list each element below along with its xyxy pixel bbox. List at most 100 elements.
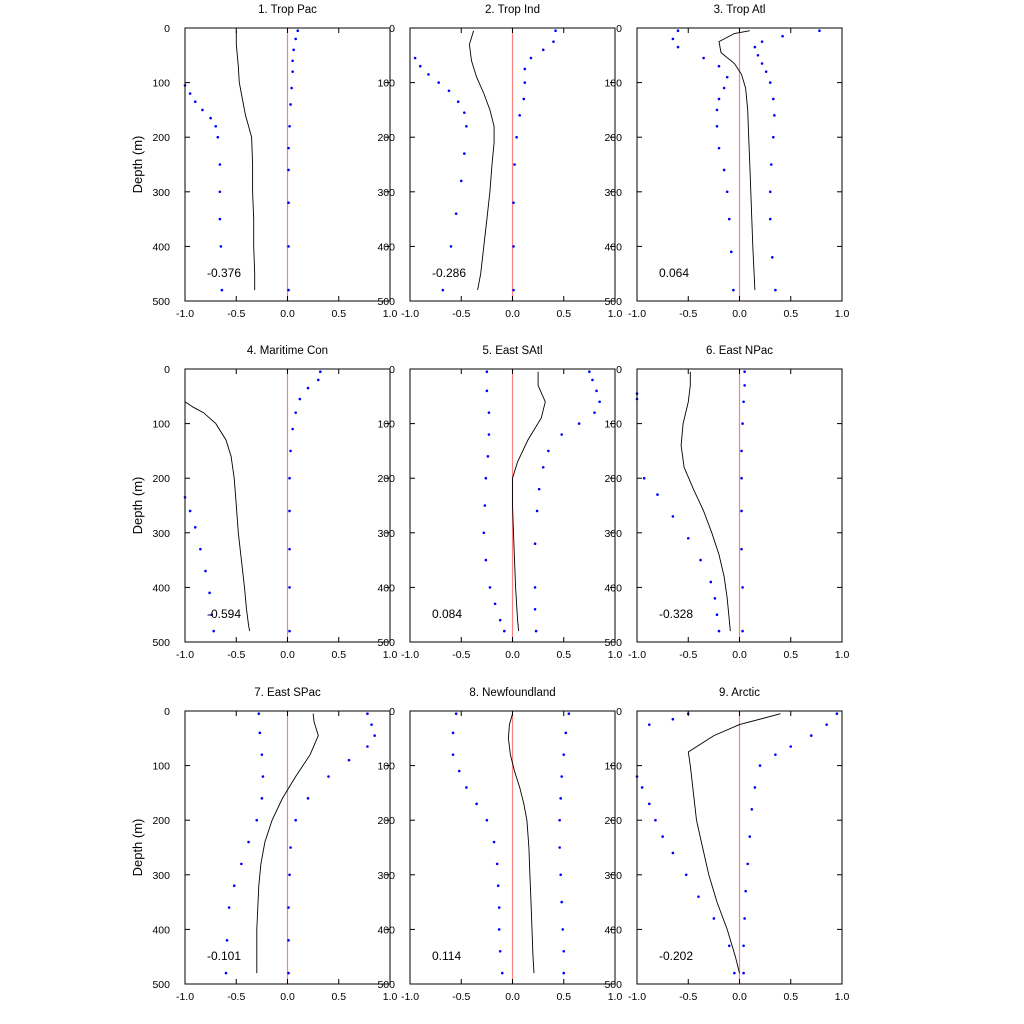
x-tick-label: 1.0: [383, 308, 398, 320]
upper-bound-point: [287, 201, 290, 205]
upper-bound-point: [306, 797, 310, 800]
lower-bound-point: [702, 56, 705, 60]
upper-bound-point: [753, 786, 757, 789]
correlation-value: 0.114: [432, 949, 461, 963]
lower-bound-point: [208, 591, 211, 595]
lower-bound-point: [725, 75, 729, 79]
upper-bound-point: [289, 449, 292, 453]
upper-bound-point: [743, 384, 746, 387]
panel-5: 5. East SAtl -1.0 -0.5 0.0 0.5 1.0 0 100 200 300 4…: [377, 345, 622, 661]
y-tick-label: 400: [604, 582, 622, 594]
upper-bound-point: [772, 97, 775, 101]
lower-bound-point: [642, 476, 646, 480]
lower-bound-point: [727, 944, 731, 948]
upper-bound-point: [818, 29, 821, 33]
y-tick-label: 500: [377, 296, 395, 308]
x-tick-label: 0.5: [331, 308, 346, 320]
x-tick-label: 1.0: [608, 649, 623, 661]
y-tick-label: 100: [152, 761, 170, 773]
upper-bound-point: [290, 86, 293, 90]
y-tick-label: 500: [152, 637, 170, 649]
lower-bound-point: [722, 86, 726, 90]
upper-bound-point: [537, 487, 541, 491]
panel-title: 4. Maritime Con: [247, 345, 328, 357]
lower-bound-point: [219, 245, 223, 248]
lower-bound-point: [483, 504, 487, 507]
upper-bound-point: [366, 745, 369, 748]
upper-bound-point: [373, 734, 376, 737]
lower-bound-point: [232, 884, 236, 888]
upper-bound-point: [741, 422, 744, 425]
upper-bound-point: [523, 81, 527, 84]
x-tick-label: 0.5: [783, 308, 798, 320]
lower-bound-point: [465, 124, 468, 128]
x-tick-label: 1.0: [835, 308, 850, 320]
panel-title: 1. Trop Pac: [258, 4, 317, 16]
lower-bound-point: [459, 179, 463, 183]
upper-bound-point: [288, 629, 291, 633]
y-tick-label: 0: [164, 706, 170, 718]
upper-bound-point: [809, 734, 813, 737]
y-tick-label: 500: [152, 979, 170, 991]
y-tick-label: 300: [604, 528, 622, 540]
x-tick-label: 0.0: [732, 991, 747, 1003]
upper-bound-point: [523, 67, 527, 71]
x-tick-label: -1.0: [176, 991, 194, 1003]
upper-bound-point: [595, 389, 598, 393]
lower-bound-point: [210, 613, 213, 616]
upper-bound-point: [554, 29, 557, 33]
lower-bound-point: [684, 873, 688, 877]
lower-bound-point: [488, 586, 492, 589]
upper-bound-point: [306, 386, 310, 390]
panel-7: 7. East SPac -1.0 -0.5 0.0 0.5 1.0 0 100 200 300 4…: [130, 687, 397, 1003]
lower-bound-point: [218, 217, 222, 221]
y-tick-label: 200: [604, 815, 622, 827]
lower-bound-point: [456, 100, 460, 104]
lower-bound-point: [484, 476, 488, 480]
lower-bound-point: [500, 971, 504, 975]
upper-bound-point: [746, 862, 749, 866]
lower-bound-point: [214, 124, 218, 128]
upper-bound-point: [598, 400, 601, 404]
upper-bound-point: [287, 971, 290, 975]
upper-bound-point: [512, 245, 515, 248]
upper-bound-point: [760, 62, 764, 65]
x-tick-label: 0.0: [505, 991, 520, 1003]
y-tick-label: 300: [152, 870, 170, 882]
upper-bound-point: [774, 753, 777, 756]
x-tick-label: 0.5: [783, 991, 798, 1003]
panel-4: 4. Maritime Con -1.0 -0.5 0.0 0.5 1.0 0 100 200 3…: [130, 345, 397, 661]
upper-bound-dots: [740, 370, 746, 633]
y-tick-label: 200: [377, 132, 395, 144]
y-tick-label: 200: [377, 815, 395, 827]
x-tick-label: 0.0: [732, 308, 747, 320]
lower-bound-point: [413, 56, 417, 60]
x-tick-label: 1.0: [608, 308, 623, 320]
lower-bound-point: [465, 786, 468, 789]
upper-bound-point: [552, 40, 555, 43]
lower-bound-point: [654, 818, 657, 822]
upper-bound-point: [287, 245, 290, 248]
upper-bound-point: [289, 846, 292, 849]
upper-bound-point: [564, 731, 568, 735]
upper-bound-point: [750, 807, 754, 811]
upper-bound-point: [347, 758, 351, 762]
upper-bound-point: [769, 163, 773, 166]
lower-bound-point: [188, 92, 192, 95]
panel-title: 3. Trop Atl: [714, 4, 766, 16]
lower-bound-point: [648, 723, 651, 726]
upper-bound-point: [558, 846, 561, 849]
lower-bound-point: [257, 712, 261, 716]
upper-bound-point: [567, 712, 571, 716]
upper-bound-point: [562, 753, 566, 756]
lower-bound-point: [713, 597, 717, 600]
mean-profile-line: [235, 30, 256, 291]
upper-bound-point: [768, 217, 772, 221]
lower-bound-point: [648, 802, 651, 806]
lower-bound-point: [722, 168, 726, 172]
lower-bound-point: [671, 851, 675, 855]
upper-bound-point: [288, 586, 291, 589]
lower-bound-point: [218, 163, 222, 166]
lower-bound-point: [498, 618, 502, 622]
